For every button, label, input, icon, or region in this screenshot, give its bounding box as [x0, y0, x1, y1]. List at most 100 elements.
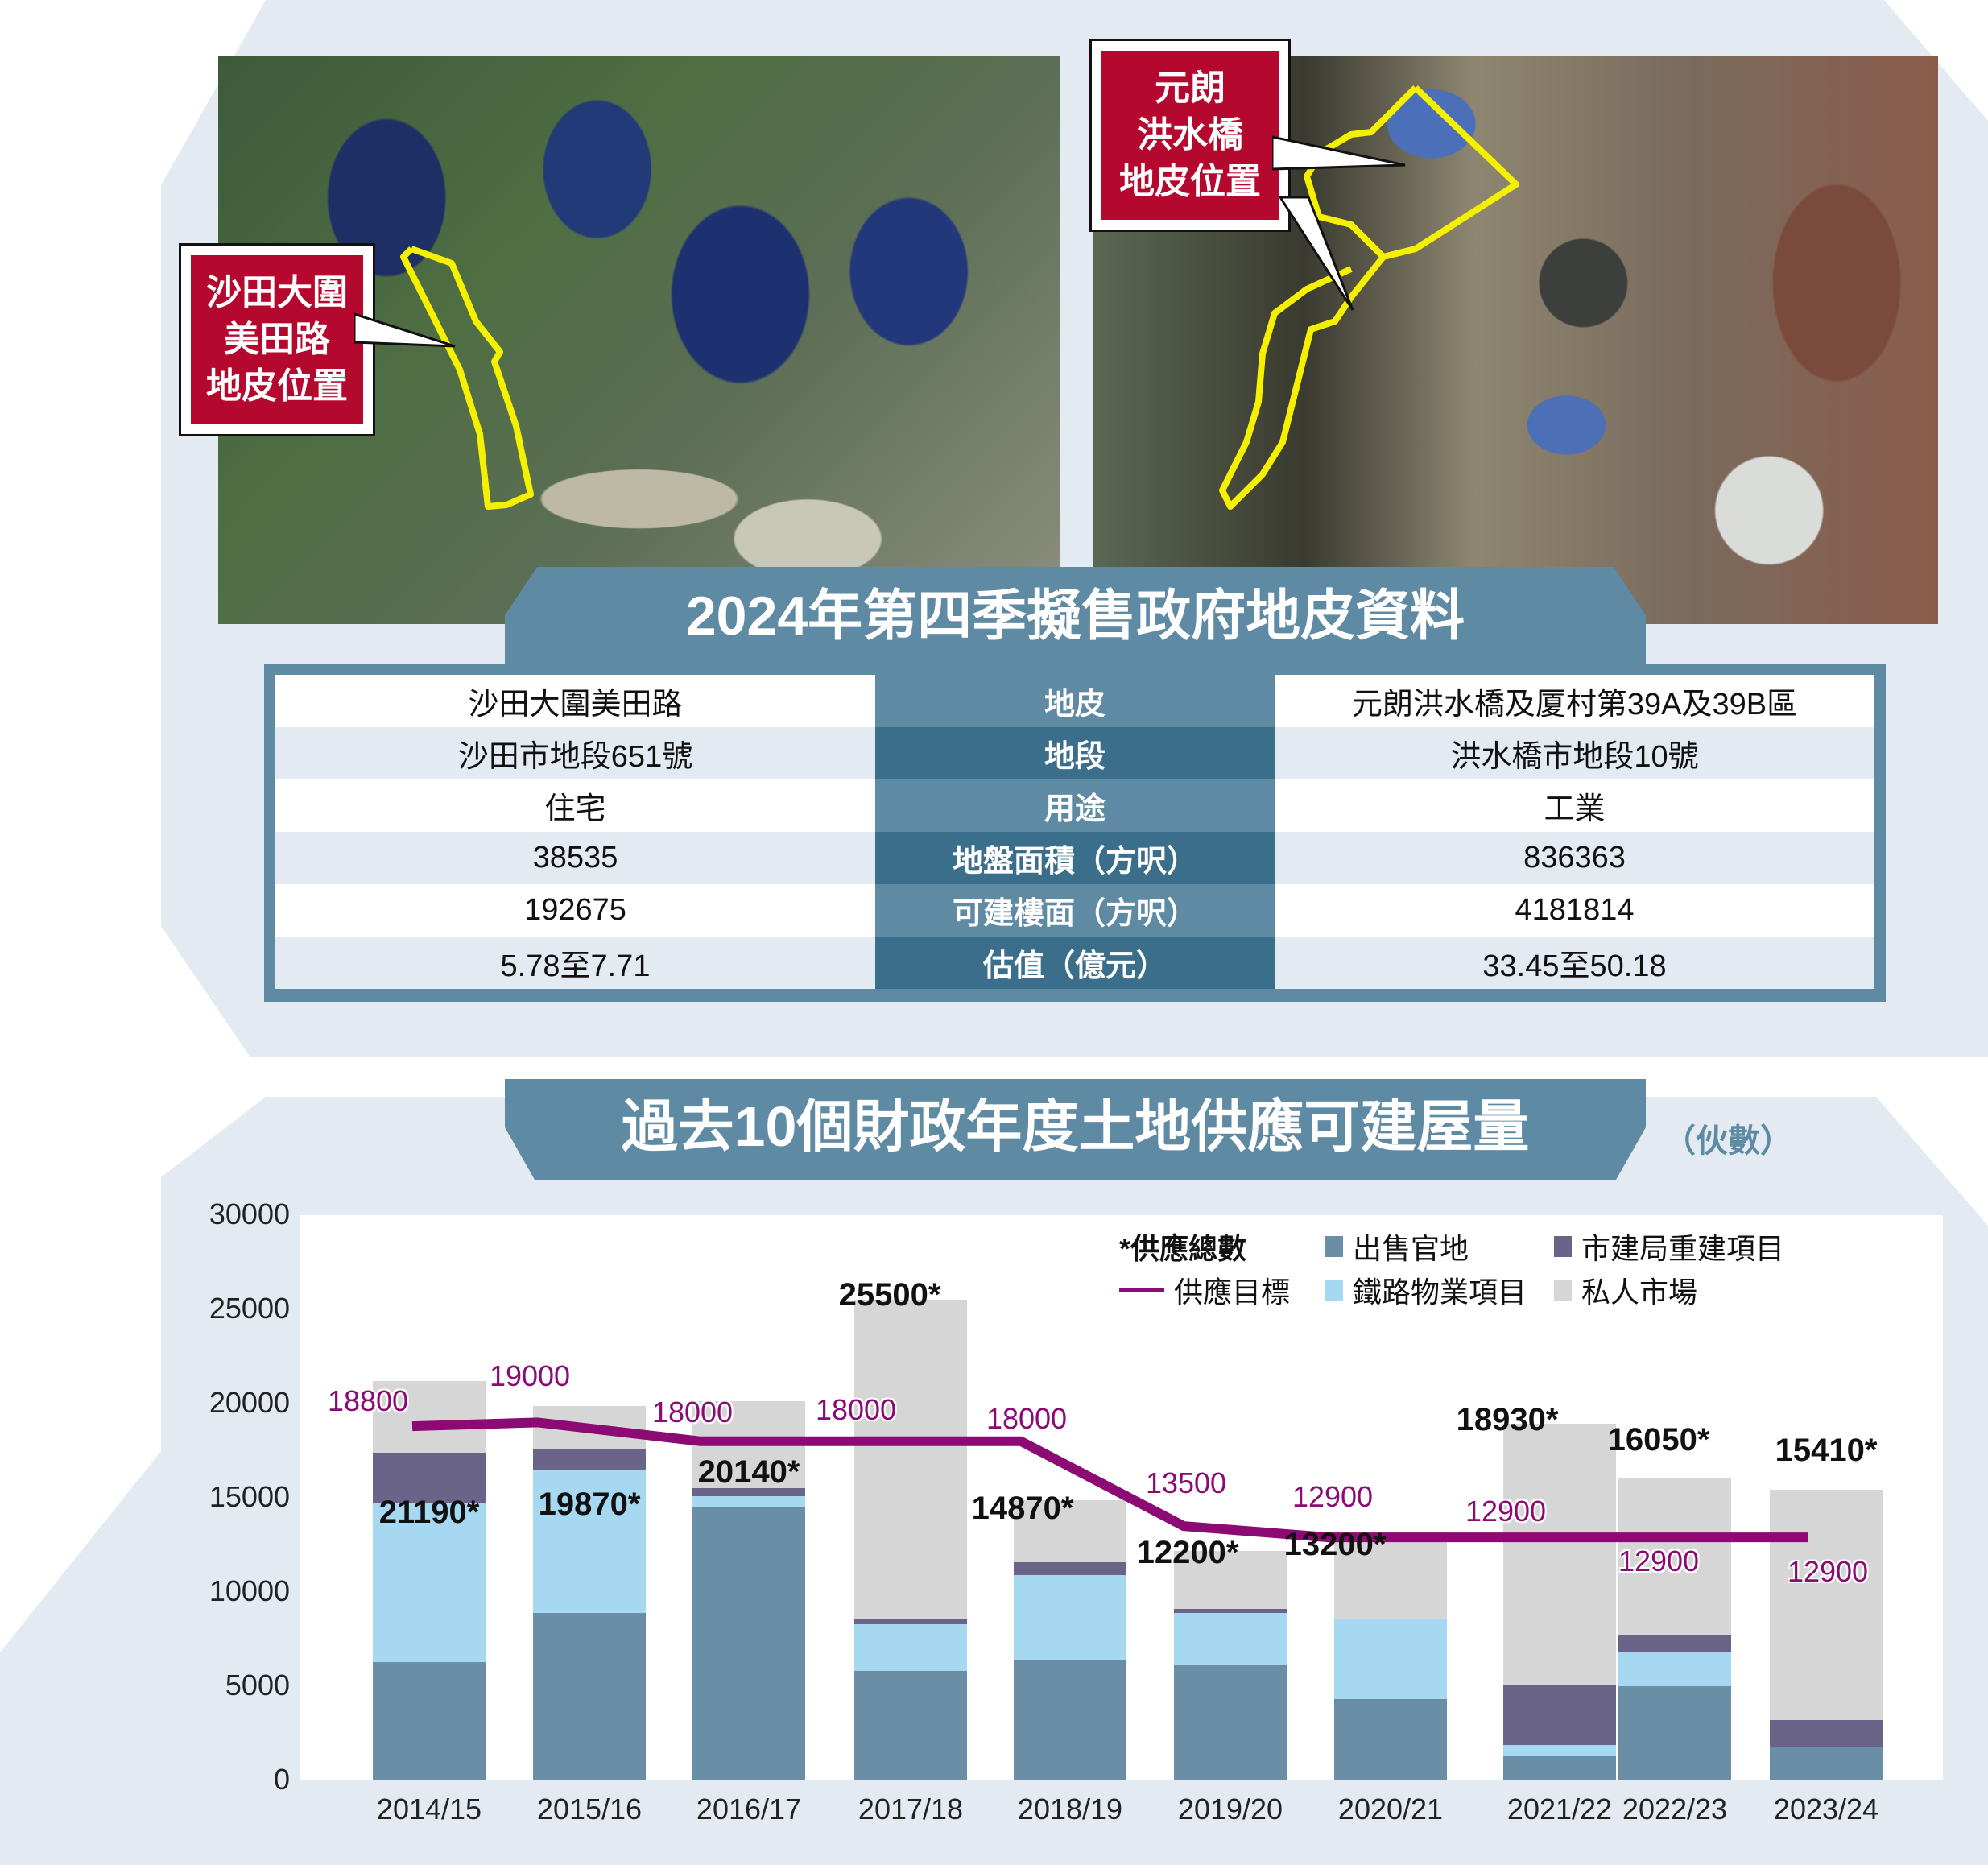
target-value-label: 13500 [1145, 1466, 1227, 1499]
bar-2019/20 [1174, 1550, 1287, 1780]
ura-segment [1174, 1609, 1287, 1613]
private-segment [1174, 1550, 1287, 1610]
sale-segment [1770, 1746, 1883, 1780]
legend-private: 私人市場 [1554, 1269, 1697, 1311]
private-segment [373, 1381, 486, 1453]
site-outline-shatin [400, 246, 534, 510]
private-segment [854, 1300, 967, 1619]
target-value-label: 12900 [1618, 1545, 1700, 1578]
x-tick-label: 2020/21 [1337, 1793, 1444, 1826]
sale-segment [1618, 1685, 1731, 1780]
x-tick-label: 2014/15 [376, 1793, 482, 1826]
chart-title: 過去10個財政年度土地供應可建屋量 [505, 1079, 1646, 1180]
row-label: 地段 [875, 727, 1275, 779]
ura-segment [1770, 1720, 1883, 1747]
target-value-label: 12900 [1787, 1555, 1869, 1588]
total-label: 20140* [697, 1454, 800, 1490]
x-tick-label: 2017/18 [858, 1793, 964, 1826]
swatch-icon [1554, 1280, 1572, 1301]
total-label: 25500* [838, 1277, 941, 1313]
swatch-icon [1554, 1236, 1572, 1257]
row-label: 地皮 [875, 675, 1275, 727]
rail-segment [533, 1469, 646, 1613]
ura-segment [1618, 1635, 1731, 1652]
total-label: 21190* [378, 1495, 480, 1530]
x-tick-label: 2015/16 [536, 1793, 643, 1826]
y-tick-label: 30000 [209, 1197, 290, 1230]
shatin-value: 住宅 [275, 779, 875, 832]
table-row: 5.78至7.71 估值（億元） 33.45至50.18 [275, 937, 1874, 989]
target-value-label: 18000 [651, 1396, 734, 1429]
sale-segment [1174, 1665, 1287, 1780]
total-label: 14870* [971, 1491, 1074, 1526]
ura-segment [373, 1452, 486, 1504]
legend-total-note: *供應總數 [1119, 1232, 1247, 1265]
sale-segment [1334, 1699, 1447, 1780]
rail-segment [854, 1623, 967, 1672]
shatin-value: 沙田大圍美田路 [275, 675, 875, 727]
private-segment [1334, 1532, 1447, 1619]
target-value-label: 19000 [489, 1359, 571, 1392]
x-tick-label: 2016/17 [696, 1793, 802, 1826]
row-label: 可建樓面（方呎） [875, 884, 1275, 937]
rail-segment [1174, 1612, 1287, 1666]
target-value-label: 18000 [986, 1402, 1068, 1435]
ura-segment [1503, 1684, 1616, 1745]
total-label: 12200* [1136, 1535, 1239, 1570]
bar-2018/19 [1014, 1500, 1126, 1780]
ura-segment [854, 1618, 967, 1624]
yuenlong-value: 836363 [1275, 832, 1874, 884]
ura-segment [692, 1488, 805, 1496]
total-label: 18930* [1456, 1402, 1559, 1437]
sale-segment [854, 1671, 967, 1780]
bar-2014/15 [373, 1381, 486, 1780]
chart-unit: （伙數） [1664, 1123, 1792, 1159]
rail-segment [1503, 1744, 1616, 1756]
yuenlong-value: 洪水橋市地段10號 [1275, 727, 1874, 779]
rail-segment [1618, 1652, 1731, 1686]
row-label: 估值（億元） [875, 937, 1275, 989]
shatin-value: 192675 [275, 884, 875, 937]
swatch-icon [1325, 1280, 1343, 1301]
table-row: 192675 可建樓面（方呎） 4181814 [275, 884, 1874, 937]
x-tick-label: 2023/24 [1773, 1793, 1879, 1826]
bar-2022/23 [1618, 1478, 1731, 1780]
private-segment [1618, 1478, 1731, 1635]
shatin-value: 5.78至7.71 [275, 937, 875, 989]
target-value-label: 18000 [815, 1393, 897, 1426]
row-label: 用途 [875, 779, 1275, 832]
y-tick-label: 5000 [225, 1669, 290, 1702]
sale-segment [1014, 1660, 1126, 1780]
x-tick-label: 2021/22 [1506, 1793, 1613, 1826]
legend-rail: 鐵路物業項目 [1325, 1269, 1527, 1311]
target-value-label: 18800 [327, 1384, 409, 1417]
land-info-table: 沙田大圍美田路 地皮 元朗洪水橋及厦村第39A及39B區 沙田市地段651號 地… [275, 675, 1874, 989]
bar-2020/21 [1334, 1532, 1447, 1780]
yuenlong-value: 工業 [1275, 779, 1874, 832]
bar-2023/24 [1770, 1490, 1883, 1780]
bar-2017/18 [854, 1300, 967, 1780]
bar-2015/16 [533, 1406, 646, 1780]
sale-segment [692, 1507, 805, 1780]
y-tick-label: 15000 [209, 1480, 290, 1513]
land-info-table-frame: 沙田大圍美田路 地皮 元朗洪水橋及厦村第39A及39B區 沙田市地段651號 地… [264, 664, 1886, 1002]
y-tick-label: 0 [273, 1763, 290, 1796]
row-label: 地盤面積（方呎） [875, 832, 1275, 884]
table-row: 沙田大圍美田路 地皮 元朗洪水橋及厦村第39A及39B區 [275, 675, 1874, 727]
y-tick-label: 10000 [209, 1574, 290, 1607]
y-tick-label: 20000 [209, 1386, 290, 1419]
callout-yuenlong: 元朗 洪水橋 地皮位置 [1089, 39, 1291, 232]
private-segment [1770, 1490, 1883, 1721]
target-value-label: 12900 [1465, 1495, 1547, 1528]
callout-pointer-shatin [354, 312, 456, 348]
private-segment [1503, 1424, 1616, 1685]
x-tick-label: 2022/23 [1622, 1793, 1728, 1826]
ura-segment [533, 1449, 646, 1470]
callout-shatin: 沙田大圍 美田路 地皮位置 [179, 243, 375, 436]
x-tick-label: 2018/19 [1017, 1793, 1123, 1826]
table-row: 沙田市地段651號 地段 洪水橋市地段10號 [275, 727, 1874, 779]
shatin-value: 38535 [275, 832, 875, 884]
site-outline-yuenlong [1219, 85, 1519, 510]
rail-segment [692, 1495, 805, 1507]
